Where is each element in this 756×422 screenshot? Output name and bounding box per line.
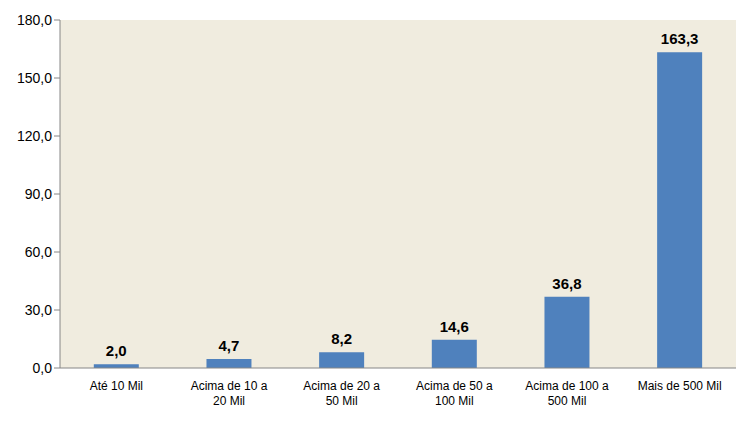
svg-text:Acima de 100 a: Acima de 100 a [525,379,609,393]
svg-text:2,0: 2,0 [106,342,127,359]
svg-text:Mais de 500 Mil: Mais de 500 Mil [638,379,722,393]
svg-text:90,0: 90,0 [25,186,52,202]
svg-text:163,3: 163,3 [661,30,699,47]
svg-text:30,0: 30,0 [25,302,52,318]
svg-text:20 Mil: 20 Mil [213,394,245,408]
svg-text:500 Mil: 500 Mil [548,394,587,408]
svg-text:150,0: 150,0 [17,70,52,86]
svg-text:120,0: 120,0 [17,128,52,144]
svg-text:36,8: 36,8 [552,275,581,292]
svg-text:4,7: 4,7 [219,337,240,354]
svg-text:50 Mil: 50 Mil [326,394,358,408]
svg-text:8,2: 8,2 [331,330,352,347]
svg-text:0,0: 0,0 [33,360,53,376]
svg-text:14,6: 14,6 [440,318,469,335]
svg-text:100 Mil: 100 Mil [435,394,474,408]
svg-text:Acima de 50 a: Acima de 50 a [416,379,493,393]
svg-text:Até 10 Mil: Até 10 Mil [90,379,143,393]
svg-text:180,0: 180,0 [17,12,52,28]
svg-text:Acima de 10 a: Acima de 10 a [191,379,268,393]
svg-text:Acima de 20 a: Acima de 20 a [303,379,380,393]
svg-text:60,0: 60,0 [25,244,52,260]
